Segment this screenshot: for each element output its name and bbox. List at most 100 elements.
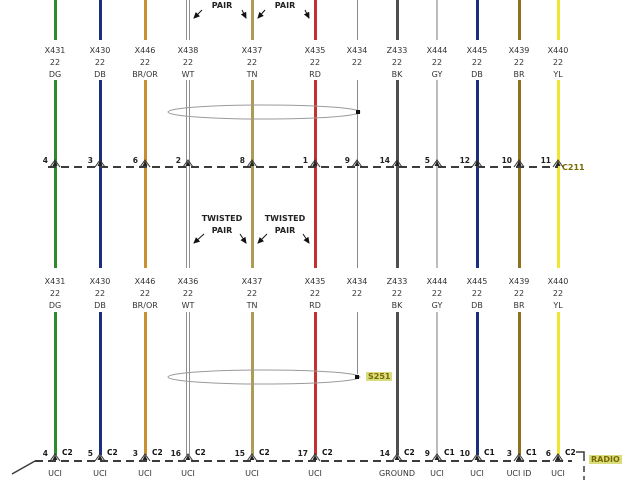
wire-X446-segment [143, 312, 147, 455]
c211-pin-number: 12 [459, 156, 470, 165]
bottom-pin-number: 4 [42, 449, 48, 458]
bottom-pin-number: 5 [87, 449, 93, 458]
wire-gauge-label: 22 [49, 289, 61, 298]
twisted-pair-label-top: PAIR [211, 1, 233, 10]
bottom-destination-label: UCI [181, 469, 195, 478]
wire-X434-segment [356, 80, 358, 268]
connector-c211-label: C211 [562, 163, 585, 172]
wire-X434-segment [356, 312, 358, 374]
wire-gauge-label: 22 [431, 58, 443, 67]
line-continuation-chamfer [11, 460, 36, 475]
pair-arrow [257, 9, 266, 19]
bottom-connector-id: C2 [107, 448, 118, 457]
wire-circuit-label: X444 [426, 277, 448, 286]
wire-circuit-label: X430 [89, 277, 111, 286]
wire-circuit-label: X434 [346, 277, 368, 286]
bottom-destination-label: UCI ID [506, 469, 532, 478]
wire-gauge-label: 22 [309, 58, 321, 67]
wire-color-label: RD [309, 70, 321, 79]
wire-circuit-label: X430 [89, 46, 111, 55]
wire-X435-segment [313, 80, 317, 268]
bottom-destination-label: UCI [470, 469, 484, 478]
wire-X430-segment [98, 312, 102, 455]
c211-pin-number: 2 [175, 156, 181, 165]
wire-gauge-label: 22 [94, 289, 106, 298]
wire-X446-segment [143, 0, 147, 40]
bottom-pin-number: 3 [132, 449, 138, 458]
wire-X439-segment [517, 312, 521, 455]
pair-arrow [303, 9, 310, 19]
wire-circuit-label: X439 [508, 46, 530, 55]
c211-pin-number: 10 [501, 156, 512, 165]
wire-X437-segment [250, 312, 254, 455]
bottom-connector-id: C1 [484, 448, 495, 457]
pair-arrow [302, 233, 310, 244]
bottom-pin-number: 6 [545, 449, 551, 458]
bottom-destination-label: UCI [138, 469, 152, 478]
wire-color-label: BR [513, 301, 525, 310]
wire-Z433-segment [395, 80, 399, 268]
c211-pin-number: 8 [239, 156, 245, 165]
c211-pin-number: 11 [540, 156, 551, 165]
pair-arrow [240, 9, 247, 19]
wire-gauge-label: 22 [246, 289, 258, 298]
wire-circuit-label: X431 [44, 277, 66, 286]
wire-circuit-label: X436 [177, 277, 199, 286]
wire-X430-segment [98, 0, 102, 40]
wire-circuit-label: X440 [547, 277, 569, 286]
wire-circuit-label: X438 [177, 46, 199, 55]
wire-X431-segment [53, 0, 57, 40]
shield-ellipse [167, 104, 361, 120]
c211-pin-number: 6 [132, 156, 138, 165]
wire-circuit-label: X435 [304, 46, 326, 55]
wire-gauge-label: 22 [513, 289, 525, 298]
pair-arrow [193, 233, 205, 244]
wire-color-label: DB [471, 301, 483, 310]
shield-drain-dot [355, 375, 359, 379]
wire-color-label: RD [309, 301, 321, 310]
wire-circuit-label: X437 [241, 277, 263, 286]
wire-color-label: WT [181, 301, 195, 310]
wire-X435-segment [313, 312, 317, 455]
bottom-destination-label: UCI [430, 469, 444, 478]
wire-circuit-label: X439 [508, 277, 530, 286]
wire-gauge-label: 22 [471, 289, 483, 298]
bottom-destination-label: GROUND [378, 469, 416, 478]
wire-circuit-label: X446 [134, 46, 156, 55]
wire-Z433-segment [395, 312, 399, 455]
wire-X431-segment [53, 312, 57, 455]
wire-color-label: BR/OR [132, 70, 158, 79]
wire-color-label: DB [94, 70, 106, 79]
wire-X438-segment [186, 80, 190, 268]
bottom-connector-id: C1 [526, 448, 537, 457]
bottom-pin-number: 17 [297, 449, 308, 458]
wire-color-label: DG [48, 70, 62, 79]
wire-color-label: YL [553, 70, 563, 79]
wire-color-label: BR [513, 70, 525, 79]
wire-circuit-label: X435 [304, 277, 326, 286]
bottom-connector-id: C2 [195, 448, 206, 457]
wire-X440-segment [556, 80, 560, 268]
bottom-connector-id: C2 [259, 448, 270, 457]
wire-gauge-label: 22 [94, 58, 106, 67]
wire-circuit-label: X445 [466, 46, 488, 55]
wire-circuit-label: Z433 [386, 277, 408, 286]
wire-gauge-label: 22 [391, 58, 403, 67]
wire-gauge-label: 22 [351, 58, 363, 67]
wire-gauge-label: 22 [139, 289, 151, 298]
wire-gauge-label: 22 [309, 289, 321, 298]
device-radio-label: RADIO [589, 455, 622, 464]
wire-color-label: TN [246, 70, 258, 79]
splice-s251-label: S251 [366, 372, 393, 381]
wire-X437-segment [250, 0, 254, 40]
wire-gauge-label: 22 [552, 289, 564, 298]
bottom-connector-line [35, 460, 572, 462]
pair-arrow [193, 9, 203, 19]
bottom-pin-number: 3 [506, 449, 512, 458]
wire-gauge-label: 22 [182, 289, 194, 298]
twisted-pair-label: PAIR [211, 226, 233, 235]
wire-X437-segment [250, 80, 254, 268]
bottom-pin-number: 9 [424, 449, 430, 458]
wire-circuit-label: X440 [547, 46, 569, 55]
wire-X444-segment [436, 312, 438, 455]
